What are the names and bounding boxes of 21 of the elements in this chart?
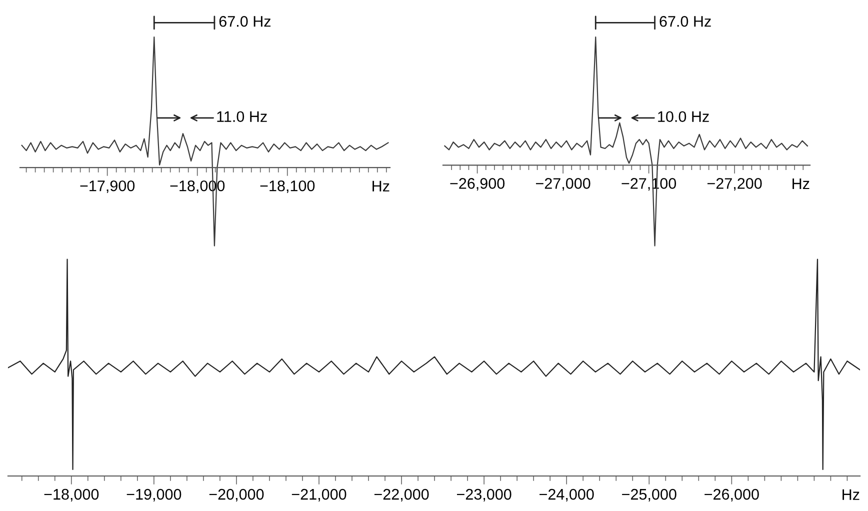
x-tick-label: −26,000 <box>704 488 759 502</box>
text: 67.0 Hz <box>660 16 711 27</box>
x-tick-label: −23,000 <box>456 488 512 502</box>
x-tick-label: −27,000 <box>536 178 590 191</box>
x-tick-label: −26,900 <box>450 178 505 191</box>
text: 67.0 Hz <box>219 16 271 27</box>
x-tick-label: −18,100 <box>260 180 315 194</box>
x-tick-label: −27,200 <box>707 178 762 191</box>
x-axis-title: Hz <box>792 178 810 189</box>
annotation: 10.0 Hz <box>658 111 709 122</box>
x-tick-label: −22,000 <box>374 488 429 502</box>
x-axis-title: Hz <box>372 180 390 192</box>
x-tick-label: −17,900 <box>80 180 135 194</box>
x-tick-label: −18,000 <box>44 488 99 502</box>
x-tick-label: −25,000 <box>622 488 676 502</box>
x-tick-label: −24,000 <box>540 488 594 502</box>
annotation: 11.0 Hz <box>217 111 267 122</box>
x-tick-label: −19,000 <box>126 488 182 502</box>
x-tick-label: −21,000 <box>292 488 346 502</box>
x-axis-title: Hz <box>842 489 860 500</box>
x-tick-label: −20,000 <box>209 488 264 502</box>
